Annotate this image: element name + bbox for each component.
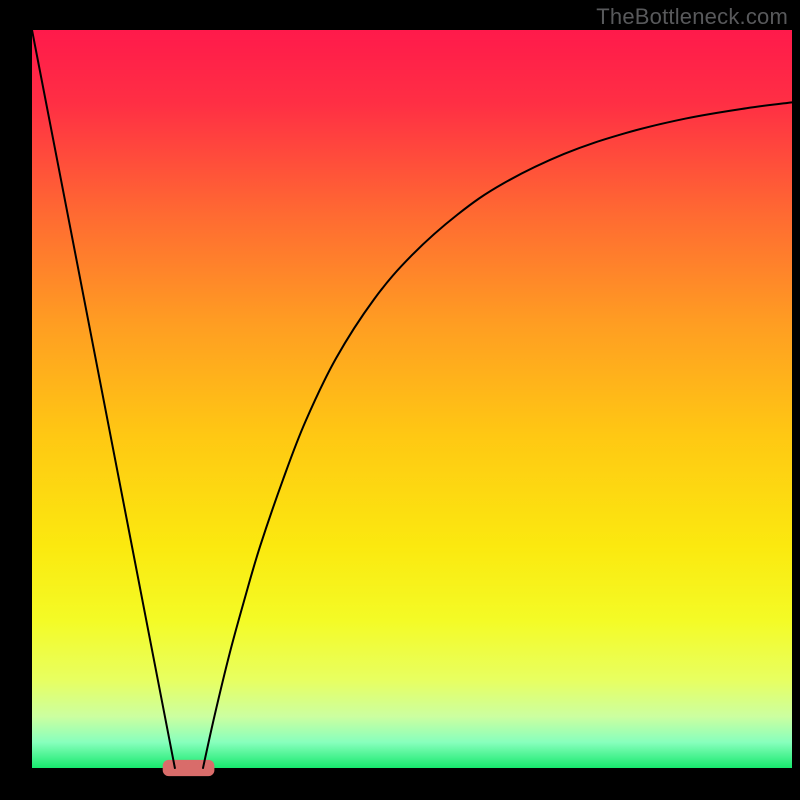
watermark-text: TheBottleneck.com [596,4,788,30]
plot-background [32,30,792,768]
valley-marker [163,760,215,776]
bottleneck-chart [0,0,800,800]
chart-container: TheBottleneck.com [0,0,800,800]
